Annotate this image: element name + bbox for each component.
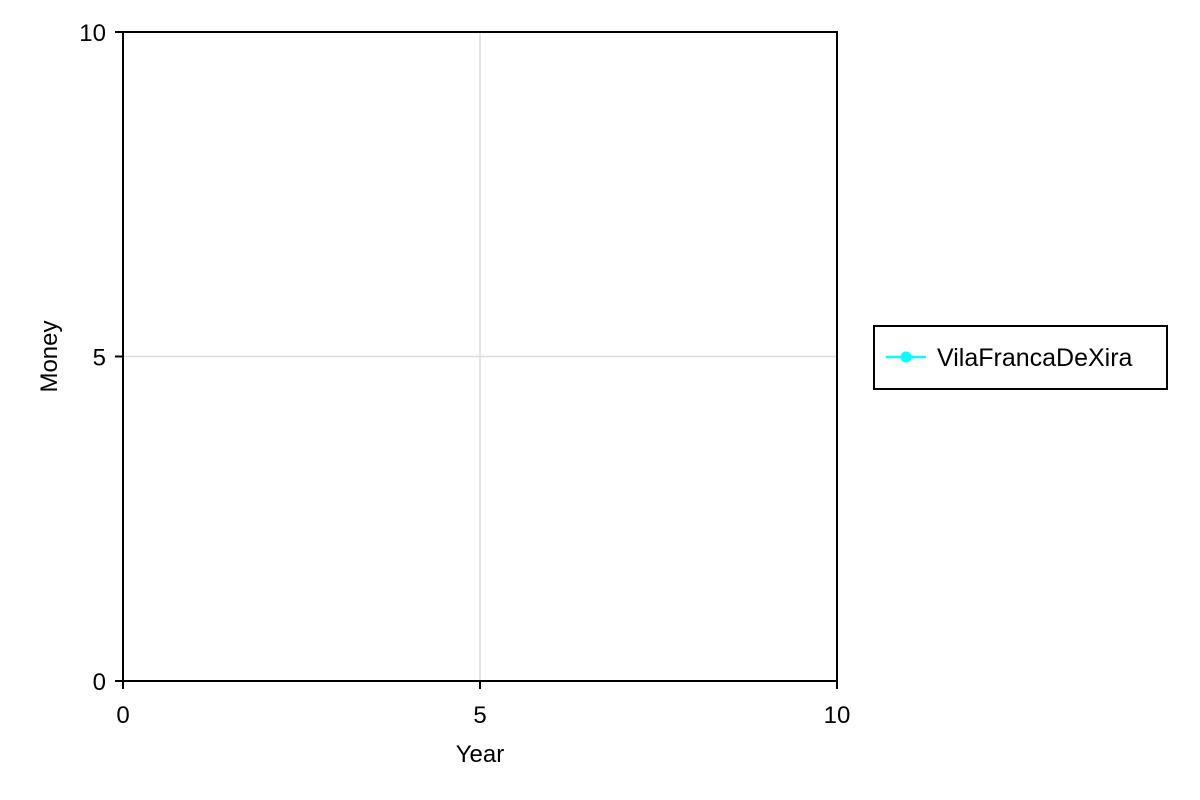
axis-ticks: 0 5 10 0 5 10 bbox=[79, 20, 850, 729]
y-tick-label-2: 10 bbox=[79, 20, 106, 47]
grid-lines bbox=[123, 32, 837, 681]
y-tick-label-0: 0 bbox=[93, 669, 106, 696]
legend-series-label: VilaFrancaDeXira bbox=[937, 344, 1133, 372]
legend-series-marker bbox=[900, 351, 912, 363]
legend: VilaFrancaDeXira bbox=[873, 325, 1168, 390]
x-axis-title: Year bbox=[456, 741, 505, 768]
y-axis-title: Money bbox=[36, 320, 63, 392]
x-tick-label-0: 0 bbox=[116, 702, 129, 729]
x-tick-label-1: 5 bbox=[473, 702, 486, 729]
x-tick-label-2: 10 bbox=[824, 702, 851, 729]
y-tick-label-1: 5 bbox=[93, 345, 106, 372]
